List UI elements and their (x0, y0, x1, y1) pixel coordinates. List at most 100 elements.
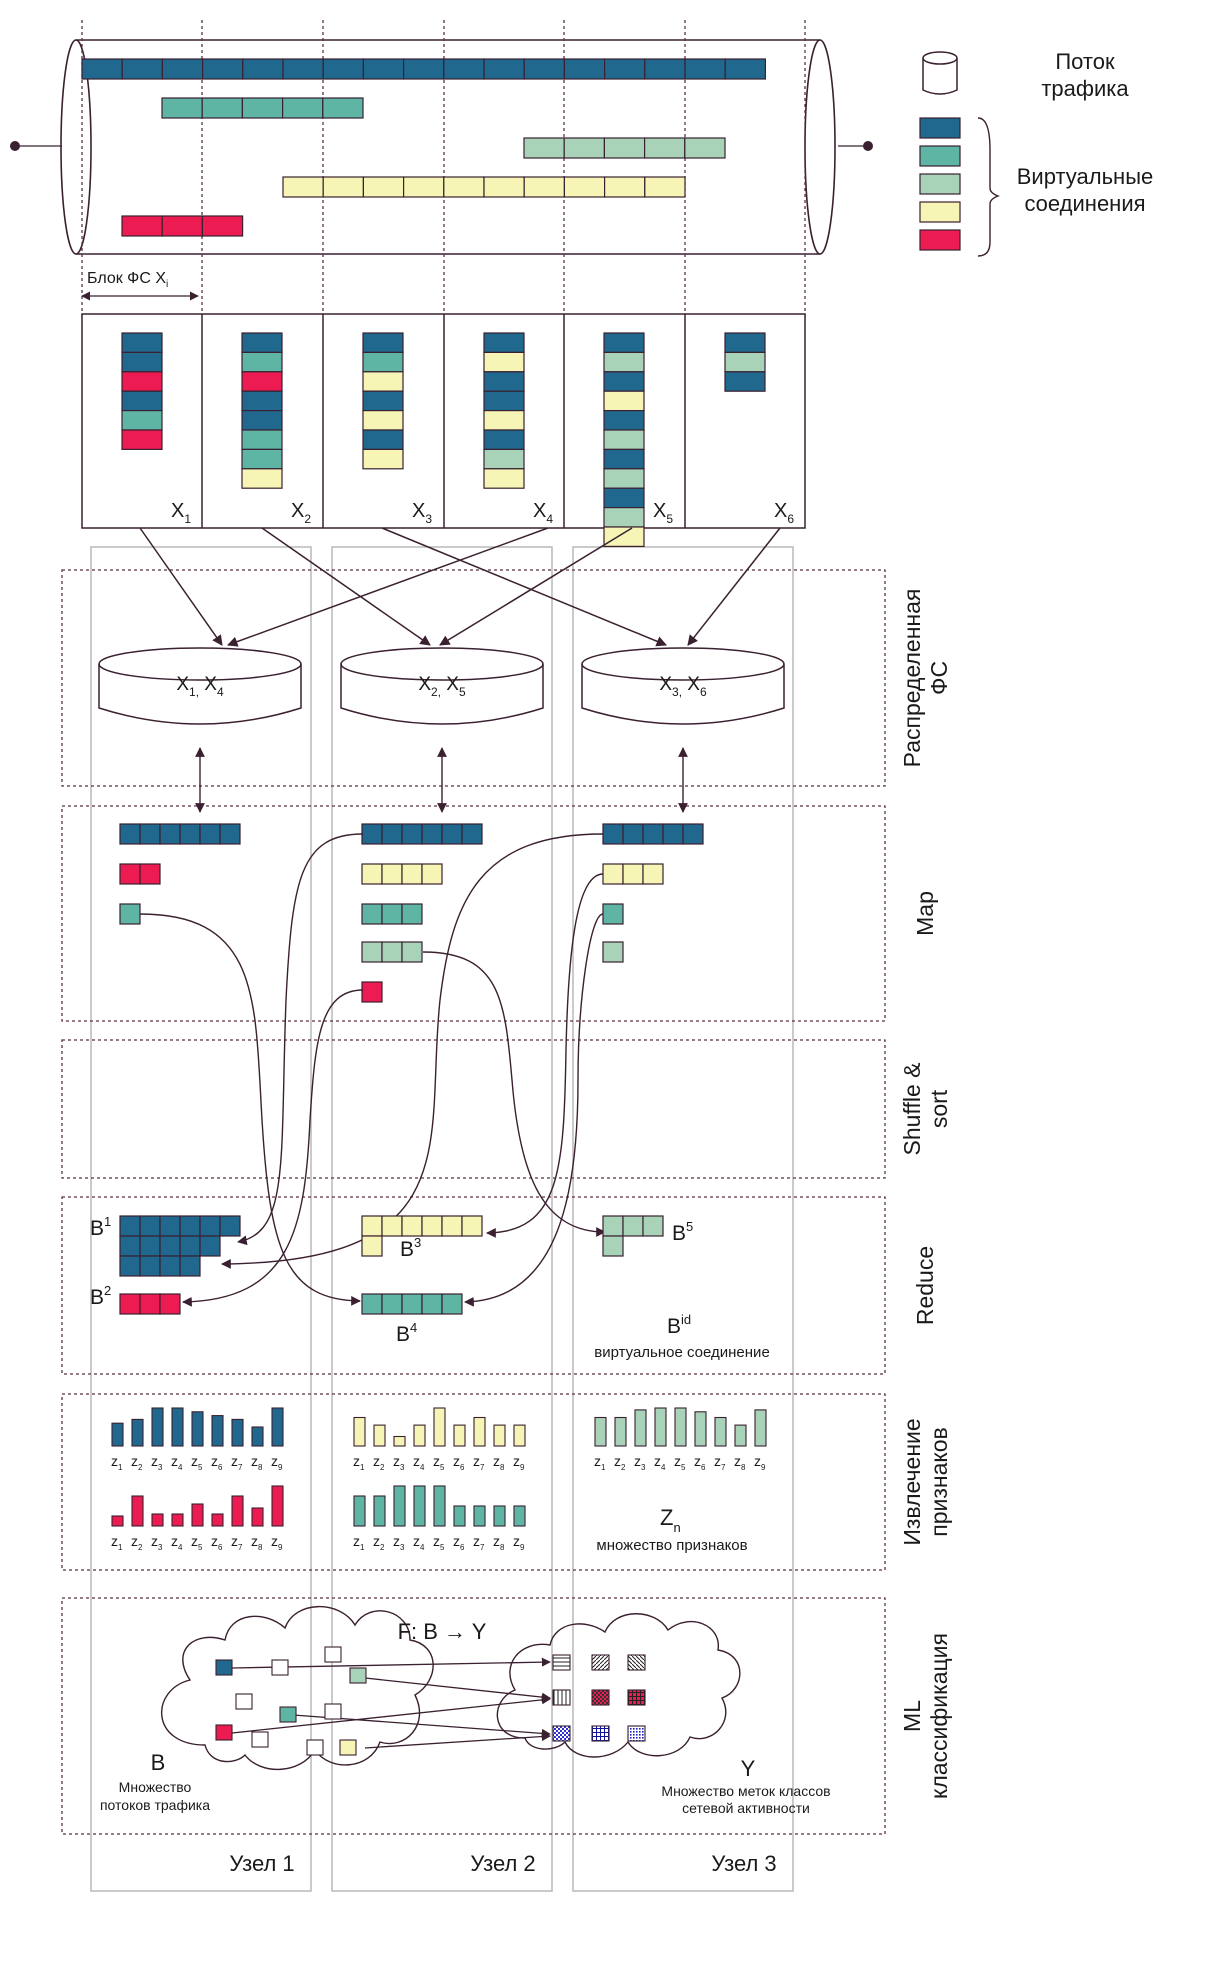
legend-swatch (919, 229, 961, 251)
fs-block-cell (121, 332, 163, 353)
feature-index-label: z5 (191, 1533, 203, 1552)
stage-box (61, 1039, 886, 1179)
map-cell (602, 903, 624, 925)
node-columns (90, 546, 794, 1892)
feature-bar (171, 1407, 184, 1447)
fs-block-cell (362, 371, 404, 392)
fs-block-label: X6 (774, 500, 794, 526)
feature-index-label: z6 (211, 1533, 223, 1552)
feature-bar (151, 1407, 164, 1447)
stage-boxes: РаспределеннаяФС Map Shuffle &sort Reduce Из… (61, 569, 952, 1835)
map-cell (361, 981, 383, 1003)
reduce-cell (421, 1215, 443, 1237)
feature-bar (231, 1418, 244, 1447)
ml-b-caption-1: Множество (119, 1779, 192, 1795)
map-cell (119, 903, 141, 925)
stream-cell (322, 97, 364, 119)
feature-index-label: z3 (151, 1453, 163, 1472)
flow-square (271, 1659, 289, 1676)
fs-block-cell (603, 390, 645, 412)
feature-bar (513, 1424, 526, 1447)
reduce-cell (199, 1235, 221, 1257)
reduce-cell (119, 1293, 141, 1315)
class-label-square (591, 1689, 610, 1706)
stage-box (61, 1597, 886, 1835)
fs-node-label: X2, X5 (418, 674, 466, 699)
feature-bar (111, 1422, 124, 1447)
feature-bar (433, 1485, 446, 1527)
feature-bar (493, 1424, 506, 1447)
stage-box (61, 805, 886, 1022)
feature-bar (634, 1409, 647, 1447)
feature-index-label: z2 (614, 1453, 626, 1472)
ml-y-letter: Y (741, 1756, 756, 1781)
feature-index-label: z9 (513, 1533, 525, 1552)
feature-bar (413, 1424, 426, 1447)
feature-bar (251, 1426, 264, 1447)
feature-bar (191, 1411, 204, 1447)
feature-bar (734, 1424, 747, 1447)
class-label-square (552, 1654, 571, 1671)
feature-bar (111, 1515, 124, 1527)
feature-bar (131, 1495, 144, 1527)
stream-cell (523, 58, 566, 80)
fs-block-cell (362, 448, 404, 470)
reduce-cell (361, 1293, 383, 1315)
fs-block-cell (483, 448, 525, 470)
feature-index-label: z3 (393, 1533, 405, 1552)
reduce-cell (119, 1215, 141, 1237)
flow-square (339, 1739, 357, 1756)
legend-swatch (919, 145, 961, 167)
map-cell (642, 863, 664, 885)
map-cell (361, 941, 383, 963)
feature-bar (211, 1513, 224, 1527)
labels: F: B → Y B Множество потоков трафика Y М… (100, 1619, 831, 1876)
reduce-cell (119, 1255, 141, 1277)
reduce-label-bid: Bid (667, 1312, 691, 1338)
flow-square (251, 1731, 269, 1748)
fs-map-arrows (195, 747, 688, 813)
feature-bar (614, 1416, 627, 1447)
stream-cell (483, 176, 525, 198)
ml-y-caption-1: Множество меток классов (661, 1783, 830, 1799)
feature-index-label: z8 (493, 1533, 505, 1552)
fs-block-cell (483, 410, 525, 431)
reduce-cell (441, 1293, 463, 1315)
map-cell (441, 823, 463, 845)
reduce-cell (199, 1215, 221, 1237)
legend-swatch (919, 173, 961, 195)
feature-index-label: z6 (453, 1453, 465, 1472)
feature-index-label: z4 (171, 1533, 183, 1552)
stream-cell (81, 58, 123, 80)
fs-block-cell (724, 371, 766, 392)
fs-block-cell (724, 351, 766, 373)
reduce-cell (219, 1215, 241, 1237)
fs-block-cell (603, 351, 645, 373)
feature-bar (453, 1505, 466, 1527)
feature-index-label: z2 (373, 1453, 385, 1472)
feature-bar (231, 1495, 244, 1527)
stream-cell (121, 58, 163, 80)
reduce-cell (461, 1215, 483, 1237)
fs-block-cell (483, 371, 525, 392)
reduce-label-b3: B3 (400, 1235, 421, 1261)
map-cell (139, 823, 161, 845)
fs-block-cell (241, 448, 283, 470)
feature-bar (674, 1407, 687, 1447)
stream-cell (403, 176, 445, 198)
fs-block-cell (241, 429, 283, 450)
stage-label: Извлечениепризнаков (899, 1418, 952, 1545)
class-label-square (627, 1725, 646, 1742)
fs-block-cell (241, 351, 283, 373)
fs-node-label: X3, X6 (659, 674, 707, 699)
ml-function: F: B → Y (398, 1619, 487, 1644)
block-to-node-arrows (139, 527, 781, 647)
feature-index-label: z9 (271, 1453, 283, 1472)
stream-cell (242, 58, 284, 80)
feature-bars: z1 z2 z3 z4 z5 z6 z7 z8 z9 z1 z2 z3 z4 z5 z6 z7 z8 z9 z1 z2… (111, 1407, 767, 1554)
map-cell (361, 863, 383, 885)
feature-bar (714, 1416, 727, 1447)
feature-bar (473, 1505, 486, 1527)
stream-cell (322, 176, 365, 198)
feature-index-label: z1 (353, 1453, 365, 1472)
